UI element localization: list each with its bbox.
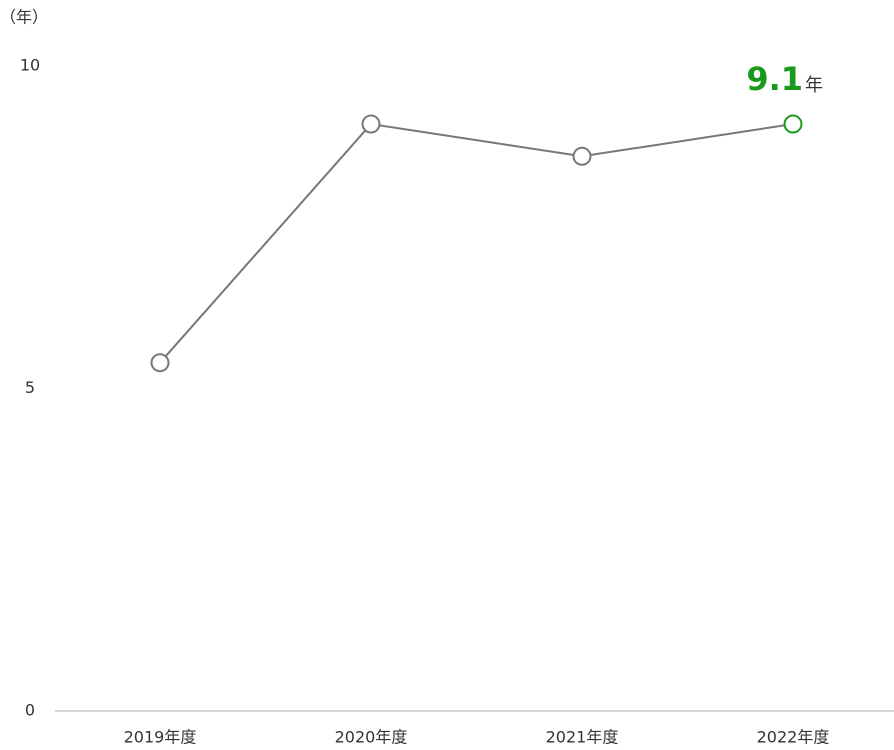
x-tick-label: 2019年度: [124, 728, 197, 747]
x-tick-label: 2022年度: [757, 728, 830, 747]
marker: [361, 114, 381, 134]
y-tick-label: 10: [20, 56, 40, 75]
x-tick-label: 2021年度: [546, 728, 619, 747]
x-tick-label: 2020年度: [335, 728, 408, 747]
marker: [783, 114, 803, 134]
y-tick-label: 5: [25, 378, 35, 397]
y-tick-label: 0: [25, 701, 35, 720]
value-label: 9.1: [746, 60, 803, 98]
marker: [150, 353, 170, 373]
marker: [572, 146, 592, 166]
value-unit: 年: [805, 75, 823, 96]
y-axis-label: （年）: [0, 8, 48, 27]
line: [159, 122, 794, 364]
